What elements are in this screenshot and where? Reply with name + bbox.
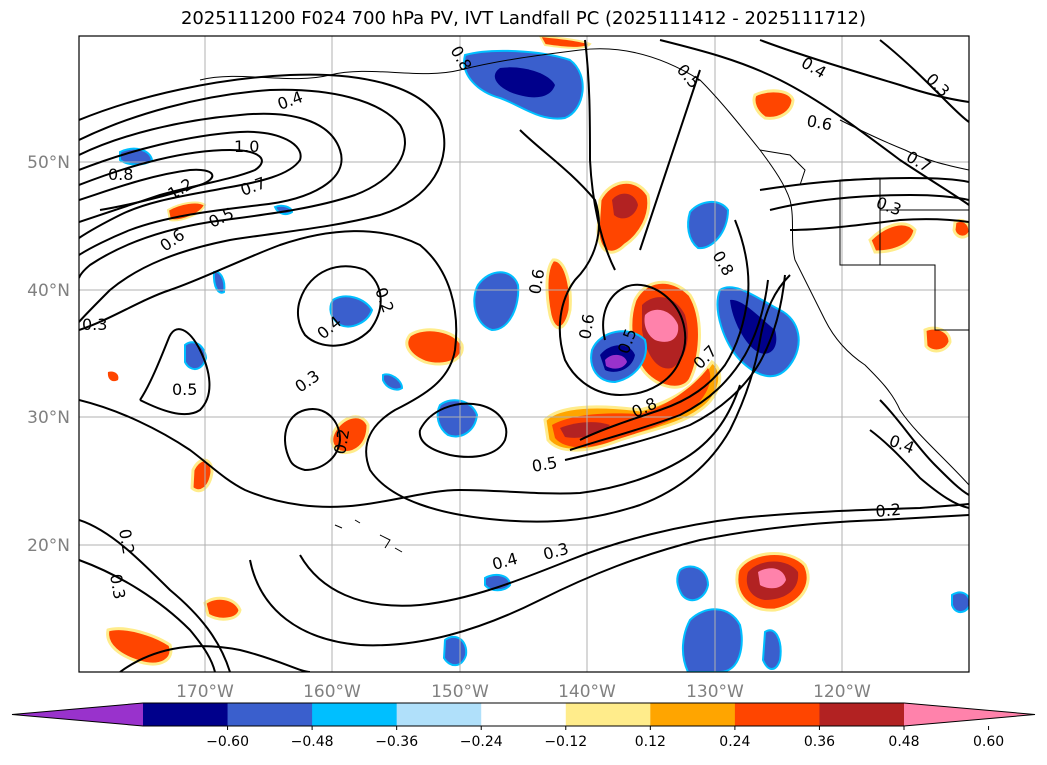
colorbar-swatch: [481, 703, 567, 726]
lon-label: 120°W: [813, 682, 871, 702]
lon-label: 140°W: [558, 682, 616, 702]
colorbar-swatch: [227, 703, 313, 726]
gridlines: [79, 36, 969, 672]
coastlines: [199, 48, 969, 553]
contour-label: 0.5: [172, 380, 197, 399]
negative-anomaly: [212, 270, 226, 294]
colorbar-tick-label: 0.60: [973, 734, 1004, 750]
lon-label: 160°W: [303, 682, 361, 702]
lon-label: 150°W: [431, 682, 489, 702]
colorbar-tick-label: 0.12: [635, 734, 666, 750]
lat-label: 30°N: [27, 408, 70, 428]
contour-label: 0.8: [108, 165, 133, 184]
positive-anomaly: [106, 627, 173, 666]
positive-anomaly: [735, 552, 810, 612]
negative-anomaly: [682, 608, 743, 672]
negative-anomaly: [329, 295, 374, 328]
colorbar-swatch: [312, 703, 398, 726]
contour-label: 0.3: [82, 315, 107, 334]
colorbar: −0.60 −0.48 −0.36 −0.24 −0.12 0.12 0.24 0.36 0.4…: [11, 702, 1036, 750]
plot-frame: [78, 35, 970, 673]
shaded-anomalies: [106, 36, 969, 672]
positive-anomaly: [545, 258, 572, 329]
colorbar-extend-min: [12, 703, 143, 726]
negative-anomaly: [676, 565, 710, 602]
lat-label: 50°N: [27, 153, 70, 173]
pv-contours: [79, 39, 969, 672]
longitude-labels: 170°W 160°W 150°W 140°W 130°W 120°W: [176, 682, 871, 702]
latitude-labels: 50°N 40°N 30°N 20°N: [27, 153, 70, 556]
colorbar-swatch: [565, 703, 651, 726]
contour-label: 0.2: [330, 427, 353, 455]
colorbar-tick-label: 0.36: [804, 734, 835, 750]
positive-anomaly: [405, 328, 464, 366]
negative-anomaly: [442, 635, 468, 667]
lon-label: 130°W: [686, 682, 744, 702]
colorbar-tick-label: −0.12: [544, 734, 587, 750]
positive-anomaly: [190, 458, 214, 493]
colorbar-tick-label: 0.24: [719, 734, 750, 750]
positive-anomaly: [107, 371, 119, 382]
colorbar-tick-label: −0.36: [375, 734, 418, 750]
contour-label: 0.6: [525, 267, 548, 295]
colorbar-extend-max: [904, 703, 1035, 726]
negative-anomaly: [951, 591, 969, 614]
negative-anomaly: [463, 49, 584, 120]
positive-anomaly: [203, 596, 242, 621]
map-title: 2025111200 F024 700 hPa PV, IVT Landfall…: [180, 8, 867, 29]
positive-anomaly: [629, 280, 701, 389]
negative-anomaly: [687, 201, 730, 250]
contour-label: 0.2: [115, 527, 138, 555]
negative-anomaly: [761, 629, 782, 670]
negative-anomaly: [436, 399, 479, 438]
negative-anomaly: [473, 271, 520, 332]
positive-anomaly: [596, 180, 651, 254]
contour-label: 0.5: [530, 453, 558, 476]
positive-anomaly: [923, 326, 952, 353]
positive-anomaly: [752, 89, 795, 120]
negative-anomaly: [484, 573, 512, 592]
negative-anomaly: [716, 286, 800, 378]
lat-label: 40°N: [27, 281, 70, 301]
colorbar-tick-label: −0.24: [460, 734, 503, 750]
colorbar-swatch: [734, 703, 820, 726]
lat-label: 20°N: [27, 536, 70, 556]
contour-label: 0.6: [575, 312, 598, 340]
colorbar-swatch: [143, 703, 229, 726]
negative-anomaly: [184, 341, 208, 370]
positive-anomaly: [538, 36, 592, 49]
colorbar-swatch: [650, 703, 736, 726]
positive-anomaly: [952, 218, 969, 239]
positive-anomaly: [543, 359, 722, 452]
colorbar-swatch: [819, 703, 905, 726]
contour-label: 1.0: [234, 137, 259, 156]
colorbar-tick-label: −0.60: [206, 734, 249, 750]
plot-area: [79, 36, 969, 672]
colorbar-tick-label: 0.48: [888, 734, 919, 750]
contour-label: 0.2: [875, 500, 902, 521]
negative-anomaly: [590, 330, 647, 384]
colorbar-outline: [11, 702, 1036, 727]
lon-label: 170°W: [176, 682, 234, 702]
positive-anomaly: [868, 222, 917, 254]
colorbar-tick-label: −0.48: [291, 734, 334, 750]
colorbar-swatch: [396, 703, 482, 726]
contour-label: 0.3: [106, 572, 129, 600]
contour-label: 0.6: [805, 111, 833, 134]
negative-anomaly: [382, 373, 404, 391]
